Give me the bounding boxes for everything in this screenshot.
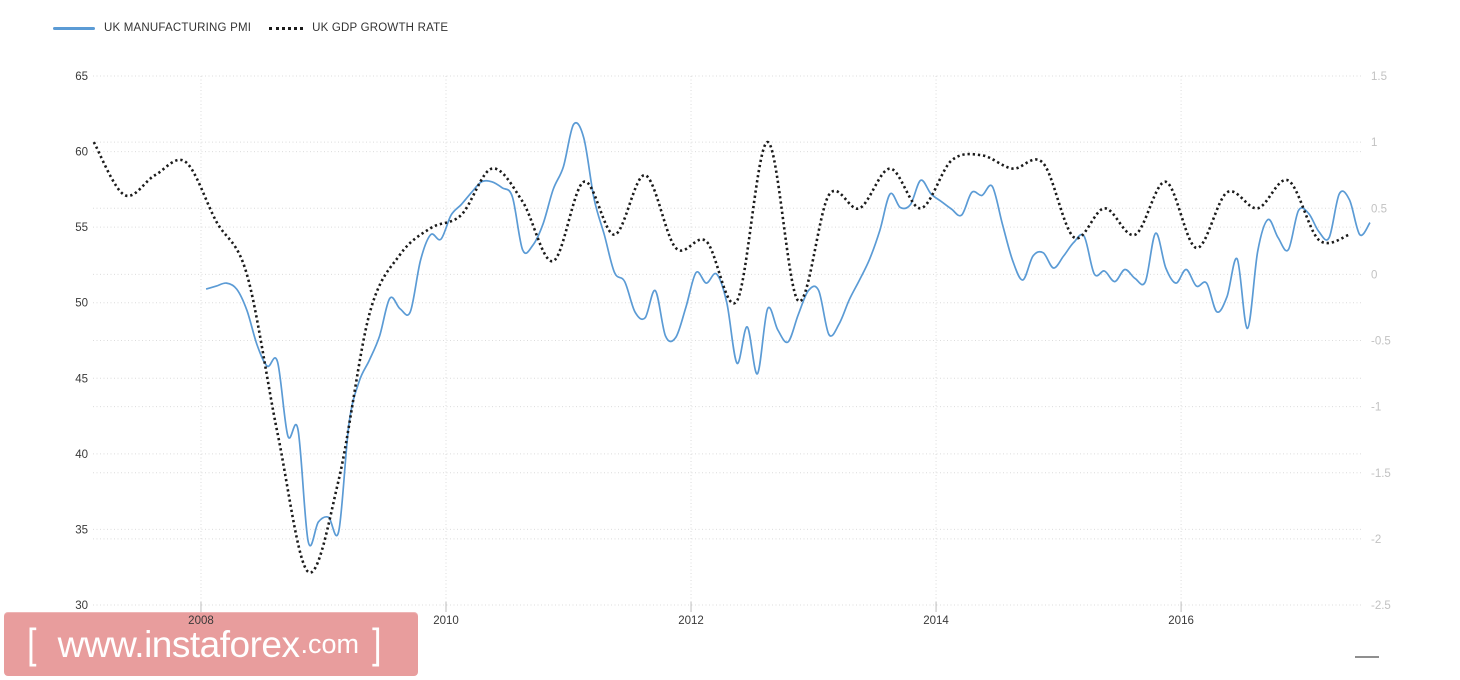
solid-line-swatch-icon bbox=[53, 26, 95, 30]
legend-item-pmi[interactable]: UK MANUFACTURING PMI bbox=[53, 22, 251, 34]
y-right-tick-label: 1 bbox=[1371, 137, 1377, 149]
watermark-domain-suffix: .com bbox=[300, 628, 359, 659]
x-tick-label: 2010 bbox=[433, 615, 459, 627]
x-axis-ticks bbox=[200, 602, 1182, 612]
y-left-tick-label: 40 bbox=[75, 449, 88, 461]
y-axis-left: 65 60 55 50 45 40 35 30 bbox=[75, 71, 88, 612]
y-left-tick-label: 35 bbox=[75, 524, 88, 536]
y-left-tick-label: 65 bbox=[75, 71, 88, 83]
y-axis-right: 1.5 1 0.5 0 -0.5 -1 -1.5 -2 -2.5 bbox=[1371, 71, 1391, 612]
series-pmi-line bbox=[205, 121, 1371, 547]
x-tick-label: 2012 bbox=[678, 615, 704, 627]
x-tick-label: 2016 bbox=[1168, 615, 1194, 627]
legend-item-gdp[interactable]: UK GDP GROWTH RATE bbox=[269, 22, 448, 34]
dotted-line-swatch-icon bbox=[269, 26, 304, 30]
corner-dash-decoration bbox=[1355, 656, 1379, 658]
y-right-tick-label: 0 bbox=[1371, 269, 1377, 281]
watermark-bracket-right: ] bbox=[372, 620, 382, 667]
y-right-tick-label: 0.5 bbox=[1371, 203, 1387, 215]
y-left-tick-label: 55 bbox=[75, 222, 88, 234]
gridlines bbox=[93, 75, 1362, 606]
y-left-tick-label: 60 bbox=[75, 147, 88, 159]
y-right-tick-label: -2.5 bbox=[1371, 600, 1391, 612]
legend-label-pmi: UK MANUFACTURING PMI bbox=[104, 22, 252, 34]
watermark-domain-text: www.instaforex bbox=[57, 623, 300, 665]
instaforex-watermark: [ www.instaforex .com ] bbox=[4, 612, 418, 676]
chart-legend: UK MANUFACTURING PMI UK GDP GROWTH RATE bbox=[53, 22, 448, 34]
series-gdp-line bbox=[92, 140, 1350, 574]
y-left-tick-label: 30 bbox=[75, 600, 88, 612]
x-tick-label: 2014 bbox=[923, 615, 949, 627]
legend-label-gdp: UK GDP GROWTH RATE bbox=[312, 22, 449, 34]
y-right-tick-label: -1.5 bbox=[1371, 468, 1391, 480]
y-right-tick-label: -2 bbox=[1371, 534, 1381, 546]
watermark-bracket-left: [ bbox=[27, 620, 37, 667]
x-axis: 2008 2010 2012 2014 2016 bbox=[188, 615, 1194, 627]
y-right-tick-label: -1 bbox=[1371, 402, 1381, 414]
y-right-tick-label: 1.5 bbox=[1371, 71, 1387, 83]
x-tick-label: 2008 bbox=[188, 615, 214, 627]
y-left-tick-label: 50 bbox=[75, 298, 88, 310]
y-left-tick-label: 45 bbox=[75, 373, 88, 385]
y-right-tick-label: -0.5 bbox=[1371, 336, 1391, 348]
